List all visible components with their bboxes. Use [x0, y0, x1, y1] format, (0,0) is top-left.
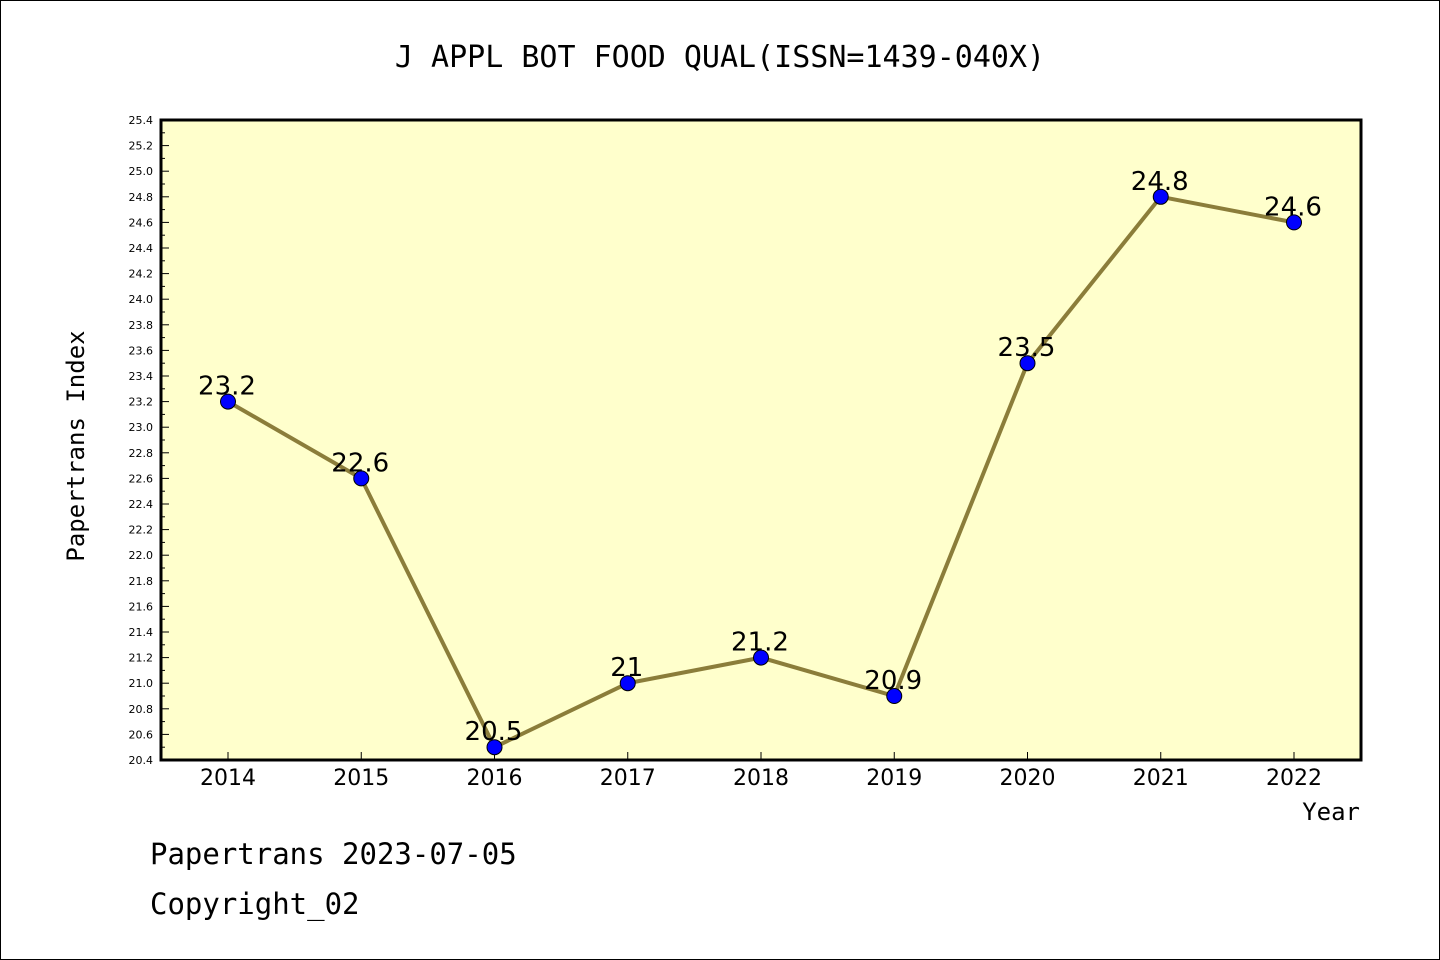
x-tick-label: 2020: [1000, 766, 1056, 791]
data-label: 20.5: [465, 717, 523, 747]
x-tick-label: 2014: [200, 766, 256, 791]
series-layer: [220, 188, 1302, 756]
x-tick-label: 2019: [866, 766, 922, 791]
y-tick-label: 25.4: [129, 114, 154, 127]
data-label: 21: [610, 653, 643, 683]
data-labels: 23.2 22.6 20.5 21 21.2 20.9 23.5 24.8 24.6: [198, 167, 1322, 747]
y-tick-label: 22.2: [129, 524, 154, 537]
x-tick-label: 2015: [333, 766, 389, 791]
data-label: 22.6: [331, 448, 389, 478]
data-label: 23.2: [198, 372, 256, 402]
y-tick-label: 23.8: [129, 319, 154, 332]
y-tick-label: 23.4: [129, 370, 154, 383]
data-label: 20.9: [864, 666, 922, 696]
y-tick-label: 22.0: [129, 549, 154, 562]
y-tick-label: 21.4: [129, 626, 154, 639]
y-tick-label: 24.8: [129, 191, 154, 204]
data-point: [619, 675, 636, 692]
data-point: [753, 649, 769, 666]
x-axis-label: Year: [1302, 798, 1360, 826]
y-tick-label: 24.4: [129, 242, 154, 255]
y-tick-label: 22.4: [129, 498, 154, 511]
x-tick-label: 2016: [467, 766, 523, 791]
x-tick-label: 2021: [1133, 766, 1189, 791]
footer-copyright: Copyright_02: [150, 887, 360, 922]
data-point: [1286, 214, 1302, 231]
y-tick-label: 25.2: [129, 140, 154, 153]
data-label: 24.8: [1131, 167, 1189, 197]
y-axis: 20.4 20.6 20.8 21.0 21.2 21.4 21.6 21.8 22.0 22.2…: [129, 114, 169, 767]
y-tick-label: 24.6: [129, 216, 154, 229]
x-tick-label: 2017: [600, 766, 656, 791]
y-tick-label: 22.6: [129, 472, 154, 485]
data-point: [353, 470, 370, 487]
y-tick-label: 21.0: [129, 677, 154, 690]
y-tick-label: 22.8: [129, 447, 154, 460]
data-point: [220, 393, 236, 410]
y-tick-label: 21.8: [129, 575, 154, 588]
footer-date: Papertrans 2023-07-05: [150, 837, 517, 871]
y-tick-label: 23.0: [129, 421, 154, 434]
y-tick-label: 23.6: [129, 344, 154, 357]
data-point: [1152, 188, 1169, 205]
data-label: 23.5: [998, 333, 1056, 363]
y-tick-label: 20.4: [129, 754, 154, 767]
y-axis-label: Papertrans Index: [62, 330, 90, 561]
y-tick-label: 23.2: [129, 396, 154, 409]
data-point: [486, 739, 503, 756]
y-tick-label: 20.8: [129, 703, 154, 716]
data-label: 21.2: [731, 628, 789, 658]
y-tick-label: 21.2: [129, 652, 154, 665]
x-tick-label: 2022: [1266, 766, 1322, 791]
y-tick-label: 24.2: [129, 268, 154, 281]
y-tick-label: 24.0: [129, 293, 154, 306]
chart-title: J APPL BOT FOOD QUAL(ISSN=1439-040X): [395, 40, 1045, 75]
y-tick-label: 25.0: [129, 165, 154, 178]
x-tick-label: 2018: [733, 766, 789, 791]
data-label: 24.6: [1264, 192, 1322, 222]
y-tick-label: 21.6: [129, 600, 154, 613]
y-tick-label: 20.6: [129, 728, 154, 741]
x-axis: 2014 2015 2016 2017 2018 2019 2020 2021 2022: [200, 752, 1322, 791]
data-point: [1019, 355, 1036, 372]
data-point: [886, 688, 903, 704]
